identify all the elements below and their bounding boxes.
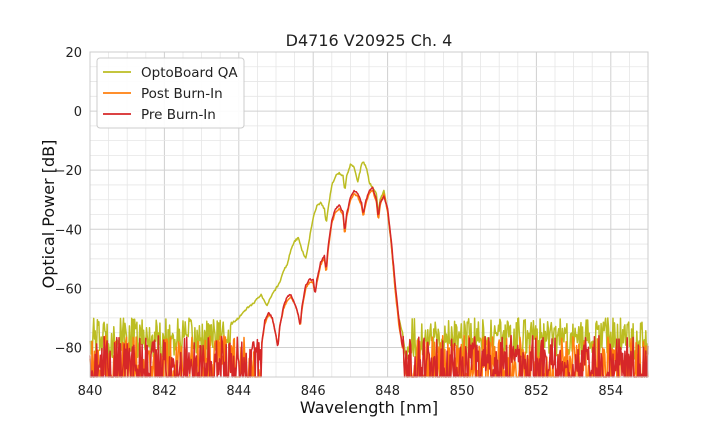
legend-label: Post Burn-In [141, 86, 223, 102]
legend-label: OptoBoard QA [141, 65, 238, 81]
y-tick-label: −80 [55, 341, 82, 356]
y-tick-label: 20 [65, 46, 82, 61]
x-tick-label: 844 [226, 384, 251, 399]
x-tick-label: 842 [152, 384, 177, 399]
y-tick-label: 0 [74, 105, 82, 120]
y-axis-label: Optical Power [dB] [39, 140, 58, 289]
x-tick-label: 846 [301, 384, 326, 399]
x-tick-label: 840 [78, 384, 103, 399]
x-tick-label: 850 [450, 384, 475, 399]
x-tick-label: 854 [598, 384, 623, 399]
plot-frame [89, 51, 649, 378]
x-tick-label: 848 [375, 384, 400, 399]
x-tick-label: 852 [524, 384, 549, 399]
chart-title: D4716 V20925 Ch. 4 [286, 31, 453, 50]
y-tick-label: −40 [55, 223, 82, 238]
legend-box [96, 57, 245, 129]
x-axis-label: Wavelength [nm] [300, 398, 438, 417]
y-tick-label: −20 [55, 164, 82, 179]
legend: OptoBoard QA Post Burn-In Pre Burn-In [96, 57, 245, 129]
series-line-optoboard-qa [89, 161, 649, 360]
legend-label: Pre Burn-In [141, 107, 216, 123]
y-tick-label: −60 [55, 282, 82, 297]
y-axis: 20 0 −20 −40 −60 −80 [55, 46, 82, 356]
x-axis: 840 842 844 846 848 850 852 854 [78, 384, 624, 399]
